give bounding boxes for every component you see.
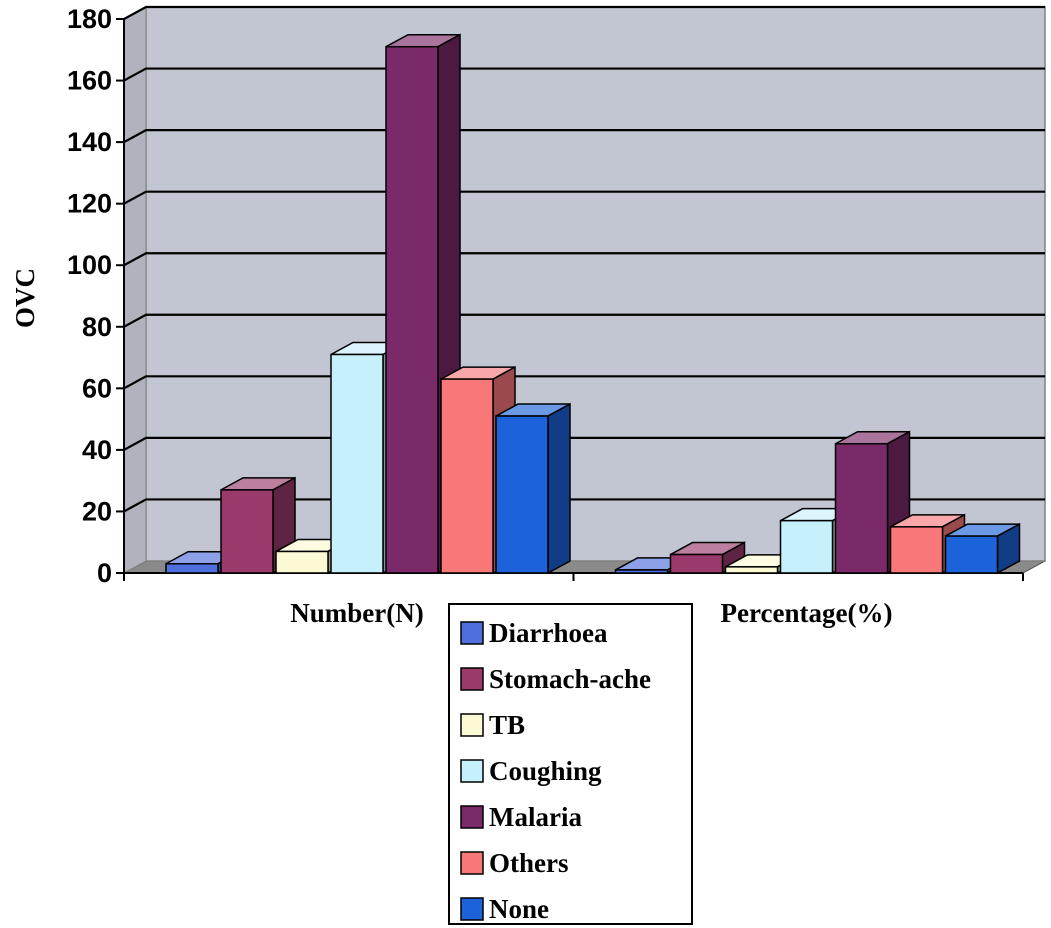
legend-label-stomach-ache: Stomach-ache <box>489 664 651 694</box>
legend-swatch-diarrhoea <box>460 621 484 645</box>
y-axis: 0 20 40 60 80 100 120 140 160 180 <box>67 4 1024 588</box>
gridline <box>123 5 1045 20</box>
y-tick-label: 140 <box>67 127 112 157</box>
gridlines <box>123 5 1045 513</box>
y-tick-label: 180 <box>67 4 112 34</box>
legend-swatch-others <box>460 851 484 875</box>
bar-none-percentage <box>944 522 1021 575</box>
x-tick-label: Number(N) <box>290 598 423 628</box>
gridline <box>123 129 1045 144</box>
legend-label-diarrhoea: Diarrhoea <box>489 618 608 648</box>
y-axis-label: OVC <box>10 268 40 328</box>
x-axis-labels: Number(N) Percentage(%) <box>290 598 892 628</box>
side-wall <box>123 6 147 574</box>
legend-label-others: Others <box>489 848 568 878</box>
bar-none-number-n <box>495 402 571 575</box>
gridline <box>123 190 1045 205</box>
legend-label-none: None <box>489 894 549 924</box>
legend-label-coughing: Coughing <box>489 756 602 786</box>
y-tick-label: 120 <box>67 189 112 219</box>
legend-swatch-stomach-ache <box>460 667 484 691</box>
legend-swatch-coughing <box>460 759 484 783</box>
gridline <box>123 313 1045 328</box>
legend-label-malaria: Malaria <box>489 802 582 832</box>
bar-malaria-number-n <box>385 33 461 575</box>
bars <box>165 33 1021 575</box>
gridline <box>123 252 1045 267</box>
gridline <box>123 375 1045 390</box>
y-tick-label: 0 <box>97 558 112 588</box>
legend: Diarrhoea Stomach-ache TB Coughing Malaria Ot… <box>448 603 693 925</box>
y-tick-label: 60 <box>82 373 112 403</box>
y-tick-label: 40 <box>82 435 112 465</box>
legend-label-tb: TB <box>489 710 525 740</box>
y-tick-label: 80 <box>82 312 112 342</box>
y-tick-label: 20 <box>82 496 112 526</box>
legend-swatch-none <box>460 897 484 921</box>
legend-box <box>448 603 693 925</box>
y-tick-label: 100 <box>67 250 112 280</box>
gridline <box>123 67 1045 82</box>
gridline <box>123 498 1045 513</box>
legend-swatch-tb <box>460 713 484 737</box>
gridline <box>123 436 1045 451</box>
x-tick-label: Percentage(%) <box>721 598 893 628</box>
y-tick-label: 160 <box>67 66 112 96</box>
legend-swatch-malaria <box>460 805 484 829</box>
